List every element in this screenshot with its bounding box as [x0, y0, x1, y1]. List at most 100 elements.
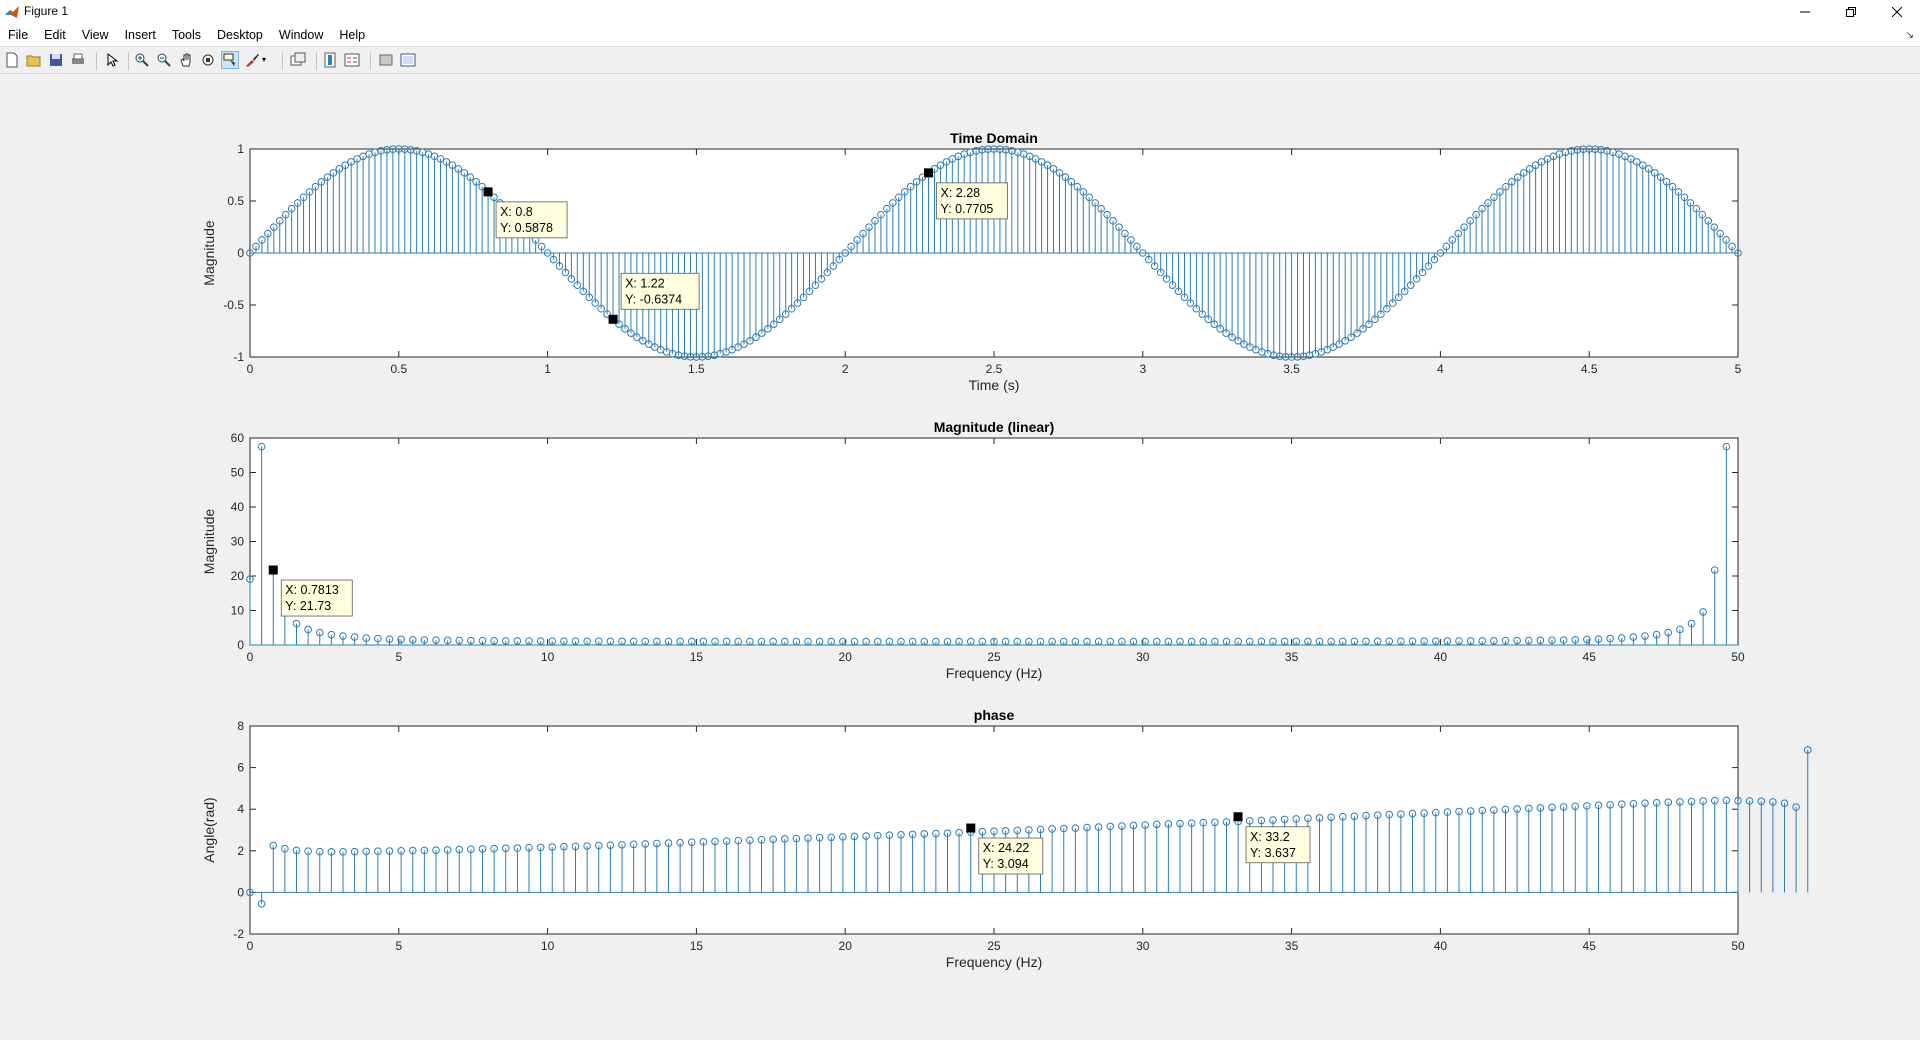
stem-marker [641, 840, 650, 848]
print-icon[interactable] [70, 52, 86, 68]
link-plot-icon[interactable] [290, 52, 306, 68]
datatip-text: X: 0.8 [500, 205, 533, 219]
stem-marker [1192, 304, 1201, 313]
stem-marker [1524, 636, 1533, 645]
x-tick-label: 35 [1285, 650, 1299, 664]
menu-tools[interactable]: Tools [171, 28, 202, 42]
stem-marker [478, 182, 486, 191]
menu-help[interactable]: Help [339, 28, 366, 42]
stem-marker [1734, 249, 1742, 257]
datatip-marker [924, 168, 934, 178]
stem-marker [1617, 634, 1626, 642]
stem-marker [906, 182, 915, 191]
stem-marker [1652, 630, 1661, 639]
menu-bar: File Edit View Insert Tools Desktop Wind… [0, 24, 1920, 46]
menu-desktop[interactable]: Desktop [217, 28, 263, 42]
insert-legend-icon[interactable] [344, 52, 360, 68]
close-button[interactable] [1874, 0, 1920, 24]
data-cursor-icon[interactable] [221, 51, 239, 69]
x-tick-label: 30 [1136, 650, 1150, 664]
stem-marker [1176, 819, 1184, 828]
stem-marker [467, 636, 475, 645]
open-file-icon[interactable] [26, 52, 42, 68]
brush-icon[interactable] [244, 52, 260, 68]
stem-marker [978, 827, 987, 836]
stem-marker [894, 193, 903, 202]
show-plot-tools-icon[interactable] [400, 52, 416, 68]
hide-plot-tools-icon[interactable] [378, 52, 394, 68]
menu-edit[interactable]: Edit [44, 28, 66, 42]
restore-button[interactable] [1828, 0, 1874, 24]
figure-canvas: 0 0.5 1 1.5 2 2.5 3 3.5 4 4.5 5 -1 -0.5 0 0.5 1 Time Dom… [201, 130, 1812, 970]
stem-marker [1478, 637, 1487, 645]
datatip[interactable]: X: 0.8 Y: 0.5878 [483, 187, 568, 239]
dock-arrow-icon[interactable]: ↘ [1905, 30, 1914, 41]
stem-marker [1591, 145, 1599, 154]
stem-marker [269, 841, 278, 850]
stem-marker [478, 636, 487, 645]
stem-marker [1059, 637, 1068, 646]
stem-marker [1408, 809, 1417, 818]
stem-marker [525, 637, 533, 645]
stem-marker [815, 833, 824, 842]
stem-marker [1001, 637, 1010, 646]
stem-marker [1606, 801, 1614, 809]
datatip[interactable]: X: 1.22 Y: -0.6374 [608, 272, 700, 324]
zoom-out-icon[interactable] [156, 52, 172, 68]
stem-marker [1373, 811, 1382, 820]
menu-file[interactable]: File [8, 28, 29, 42]
datatip-text: X: 33.2 [1250, 830, 1290, 844]
minimize-button[interactable] [1782, 0, 1828, 24]
menu-view[interactable]: View [81, 28, 109, 42]
stem-marker [258, 236, 266, 244]
y-tick-label: 40 [231, 500, 245, 514]
stem-marker [548, 637, 557, 645]
stem-marker [1222, 637, 1231, 646]
stem-marker [1501, 636, 1510, 645]
x-tick-label: 2.5 [986, 362, 1003, 376]
stem-marker [862, 832, 870, 840]
stem-marker [823, 268, 832, 277]
stem-marker [932, 637, 940, 646]
new-figure-icon[interactable] [4, 52, 20, 68]
stem-marker [722, 837, 731, 845]
stem-marker [1652, 798, 1661, 807]
datatip[interactable]: X: 33.2 Y: 3.637 [1233, 812, 1311, 864]
stem-marker [1629, 799, 1638, 808]
stem-marker [246, 888, 254, 897]
rotate-3d-icon[interactable] [200, 52, 216, 68]
y-tick-label: 4 [237, 802, 244, 816]
stem-marker [1638, 161, 1647, 169]
stem-marker [1275, 352, 1284, 360]
datatip-text: Y: 0.7705 [941, 202, 994, 216]
stem-marker [490, 193, 498, 202]
stem-marker [644, 340, 653, 348]
stem-marker [1490, 637, 1498, 645]
y-tick-label: -0.5 [223, 298, 244, 312]
datatip[interactable]: X: 2.28 Y: 0.7705 [924, 168, 1008, 220]
menu-window[interactable]: Window [278, 28, 324, 42]
plot-title: phase [974, 707, 1015, 723]
stem-marker [1633, 158, 1641, 166]
stem-marker [686, 352, 695, 361]
stem-marker [536, 843, 545, 852]
stem-marker [841, 249, 850, 257]
edit-plot-icon[interactable] [104, 52, 120, 68]
stem-marker [775, 315, 784, 324]
datatip[interactable]: X: 0.7813 Y: 21.73 [268, 565, 353, 617]
stem-marker [501, 637, 510, 645]
zoom-in-icon[interactable] [134, 52, 150, 68]
stem-marker [400, 145, 409, 154]
stem-marker [1118, 822, 1126, 830]
brush-dropdown-icon[interactable]: ▾ [262, 55, 267, 64]
stem-marker [629, 840, 638, 849]
pan-icon[interactable] [178, 52, 194, 68]
menu-insert[interactable]: Insert [124, 28, 156, 42]
stem-marker [889, 199, 897, 207]
stem-marker [1629, 633, 1638, 641]
insert-colorbar-icon[interactable] [322, 52, 338, 68]
save-icon[interactable] [48, 52, 64, 68]
datatip[interactable]: X: 24.22 Y: 3.094 [966, 823, 1044, 875]
datatip-box [495, 201, 568, 239]
stem-marker [900, 188, 909, 196]
